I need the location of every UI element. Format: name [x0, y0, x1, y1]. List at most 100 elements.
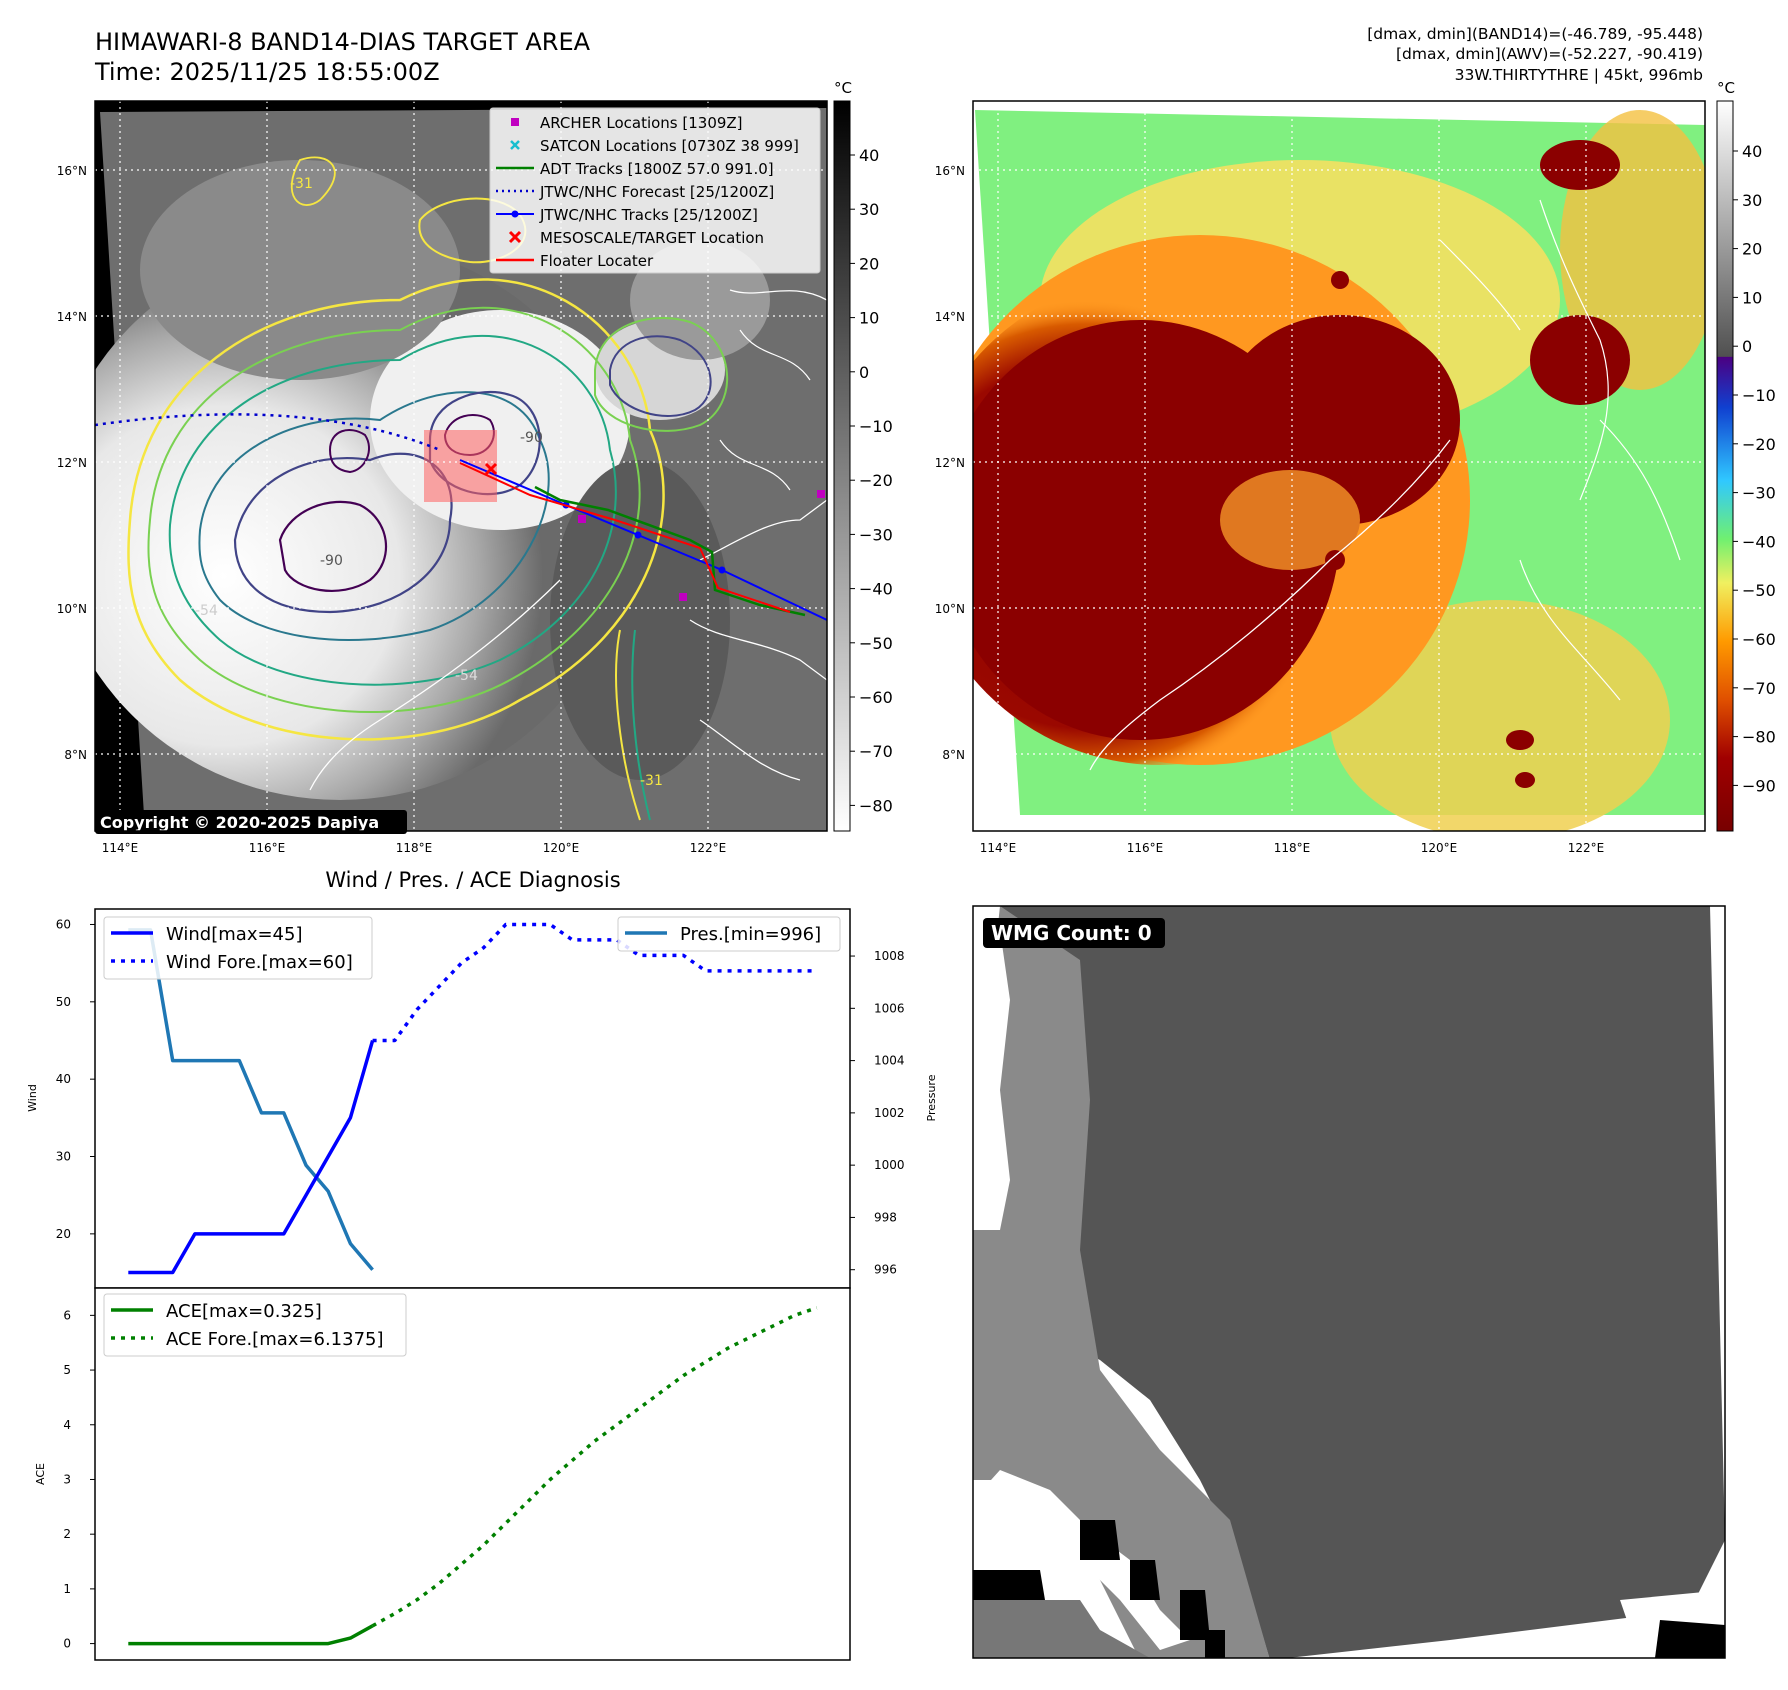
colorbar-unit: °C: [834, 79, 852, 97]
wind-tick-label: 20: [56, 1227, 71, 1241]
lat-tick-label: 12°N: [57, 456, 87, 470]
colorbar-tick-label: 30: [859, 200, 879, 219]
wind-tick-label: 50: [56, 995, 71, 1009]
colorbar-tick-label: 40: [1742, 142, 1762, 161]
legend-ace-fore-label: ACE Fore.[max=6.1375]: [166, 1329, 384, 1350]
pressure-tick-label: 1002: [874, 1106, 905, 1120]
copyright-label: Copyright © 2020-2025 Dapiya: [100, 813, 379, 832]
pressure-tick-label: 1006: [874, 1001, 905, 1015]
contour-label: -31: [640, 773, 663, 789]
lon-tick-label: 120°E: [543, 841, 580, 855]
wind-tick-label: 30: [56, 1150, 71, 1164]
colorbar-tick-label: −30: [1742, 484, 1776, 503]
legend-satcon-swatch: [510, 140, 520, 150]
contour-label: -90: [520, 430, 543, 446]
wind-line: [128, 1040, 375, 1275]
awv-lon-ticks: 114°E 116°E 118°E 120°E 122°E: [980, 841, 1605, 855]
adt-track: [534, 485, 806, 617]
pressure-line: [128, 928, 374, 1271]
colorbar-tick-label: −50: [1742, 581, 1776, 600]
colorbar-tick-label: −80: [859, 796, 893, 815]
colorbar-tick-label: −20: [1742, 435, 1776, 454]
archer-location-marker: [817, 490, 825, 498]
legend-wind-fore-label: Wind Fore.[max=60]: [166, 952, 353, 973]
jtwc-track-point: [718, 566, 726, 574]
contour-label: -31: [290, 176, 313, 192]
colorbar-tick-label: 40: [859, 146, 879, 165]
lon-tick-label: 118°E: [396, 841, 433, 855]
legend-jtwc-label: JTWC/NHC Tracks [25/1200Z]: [539, 206, 758, 224]
lon-tick-label: 114°E: [102, 841, 139, 855]
lat-tick-label: 10°N: [57, 602, 87, 616]
lon-tick-label: 114°E: [980, 841, 1017, 855]
legend-forecast-label: JTWC/NHC Forecast [25/1200Z]: [539, 183, 774, 201]
wind-tick-label: 40: [56, 1072, 71, 1086]
lat-tick-label: 16°N: [57, 164, 87, 178]
lon-tick-label: 122°E: [1568, 841, 1605, 855]
lat-tick-label: 14°N: [57, 310, 87, 324]
colorbar-tick-label: −60: [859, 688, 893, 707]
ace-tick-label: 5: [63, 1363, 71, 1377]
storm-info: 33W.THIRTYTHRE | 45kt, 996mb: [1455, 66, 1703, 84]
wind-axis-label: Wind: [26, 1084, 39, 1112]
legend-pres-label: Pres.[min=996]: [680, 924, 821, 945]
legend-archer-label: ARCHER Locations [1309Z]: [540, 114, 743, 132]
ace-tick-label: 1: [63, 1582, 71, 1596]
colorbar-tick-label: −80: [1742, 728, 1776, 747]
colorbar-tick-label: −70: [859, 742, 893, 761]
dmax-awv-info: [dmax, dmin](AWV)=(-52.227, -90.419): [1396, 45, 1703, 63]
lon-tick-label: 116°E: [1127, 841, 1164, 855]
diagnosis-title: Wind / Pres. / ACE Diagnosis: [325, 868, 620, 892]
awv-lat-ticks: 16°N 14°N 12°N 10°N 8°N: [935, 164, 965, 762]
colorbar-tick-label: −30: [859, 525, 893, 544]
awv-colorbar: °C 40 30 20 10 0 −10 −20 −30 −40 −50 −60 −70 −80 −90: [1716, 79, 1776, 832]
ir-lon-ticks: 114°E 116°E 118°E 120°E 122°E: [102, 841, 727, 855]
awv-map-panel: [972, 100, 1706, 832]
colorbar-tick-label: −10: [859, 417, 893, 436]
legend-target-label: MESOSCALE/TARGET Location: [540, 229, 764, 247]
ir-map-panel: -31 -54 -54 -90 -90 -31 ARCHER Locations…: [94, 100, 828, 834]
archer-location-marker: [679, 593, 687, 601]
lon-tick-label: 120°E: [1421, 841, 1458, 855]
colorbar-tick-label: −40: [1742, 532, 1776, 551]
pressure-tick-label: 1000: [874, 1158, 905, 1172]
legend-archer-swatch: [511, 118, 519, 126]
colorbar-tick-label: −20: [859, 471, 893, 490]
legend-floater-label: Floater Locater: [540, 252, 654, 270]
legend-satcon-label: SATCON Locations [0730Z 38 999]: [540, 137, 799, 155]
pressure-tick-label: 998: [874, 1210, 897, 1224]
colorbar-tick-label: −40: [859, 580, 893, 599]
pressure-tick-label: 996: [874, 1263, 897, 1277]
lat-tick-label: 14°N: [935, 310, 965, 324]
legend-ace-label: ACE[max=0.325]: [166, 1301, 322, 1322]
pressure-tick-label: 1004: [874, 1054, 905, 1068]
ace-tick-label: 6: [63, 1308, 71, 1322]
colorbar-tick-label: 20: [859, 254, 879, 273]
target-area-box: [424, 430, 497, 502]
legend-target-swatch: [508, 230, 522, 244]
time-title: Time: 2025/11/25 18:55:00Z: [94, 58, 440, 86]
colorbar-tick-label: 30: [1742, 191, 1762, 210]
colorbar-tick-label: 0: [859, 363, 869, 382]
floater-track: [459, 462, 791, 613]
lon-tick-label: 118°E: [1274, 841, 1311, 855]
ace-tick-label: 4: [63, 1418, 71, 1432]
colorbar-tick-label: 20: [1742, 240, 1762, 259]
wind-legend: Wind[max=45] Wind Fore.[max=60]: [103, 916, 373, 980]
legend-adt-label: ADT Tracks [1800Z 57.0 991.0]: [540, 160, 774, 178]
lat-tick-label: 8°N: [64, 748, 87, 762]
lat-tick-label: 12°N: [935, 456, 965, 470]
contour-label: -54: [195, 603, 218, 619]
colorbar-tick-label: 10: [1742, 288, 1762, 307]
wmg-count-label: WMG Count: 0: [991, 921, 1152, 945]
pressure-tick-label: 1008: [874, 949, 905, 963]
target-location-marker: [484, 462, 498, 476]
lat-tick-label: 10°N: [935, 602, 965, 616]
main-title: HIMAWARI-8 BAND14-DIAS TARGET AREA: [95, 28, 591, 56]
lon-tick-label: 116°E: [249, 841, 286, 855]
wind-forecast-line: [372, 922, 817, 1043]
pressure-legend: Pres.[min=996]: [617, 916, 841, 952]
ace-legend: ACE[max=0.325] ACE Fore.[max=6.1375]: [103, 1293, 407, 1357]
colorbar-unit: °C: [1717, 79, 1735, 97]
